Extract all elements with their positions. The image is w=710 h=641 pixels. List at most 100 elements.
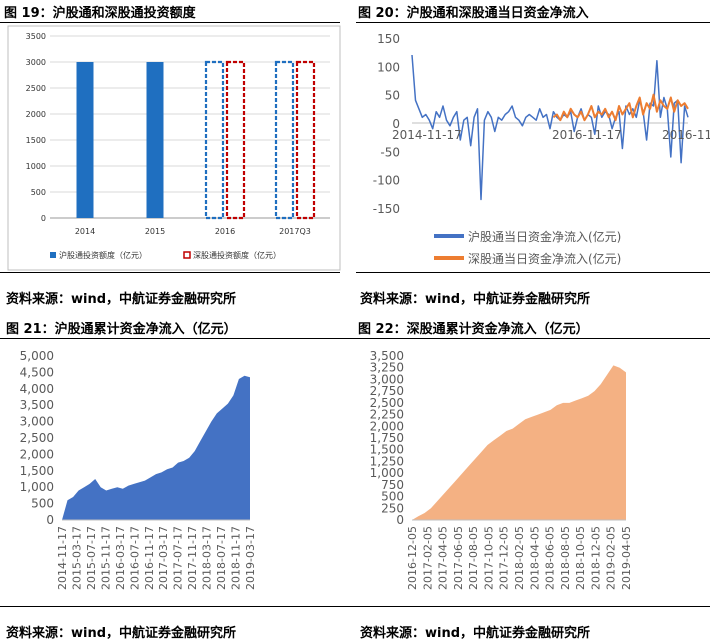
fig20-ytick-label: -50 <box>380 145 400 159</box>
fig21-xtick-label: 2015-11-17 <box>99 526 112 590</box>
fig22-xtick-label: 2018-02-05 <box>513 526 526 590</box>
fig22-xtick-label: 2017-04-05 <box>437 526 450 590</box>
fig21-chart: 0 500 1,000 1,500 2,000 2,500 3,000 3,500 4,000 4… <box>20 349 257 590</box>
fig22-ytick-label: 3,250 <box>370 361 404 375</box>
fig19-bar-sz <box>295 60 316 220</box>
fig21-ytick-label: 3,000 <box>20 415 54 429</box>
fig22-ytick-label: 1,750 <box>370 431 404 445</box>
fig22-ytick-label: 1,000 <box>370 466 404 480</box>
fig19-legend-swatch-sz <box>183 251 191 259</box>
fig20-legend-label-sh: 沪股通当日资金净流入(亿元) <box>468 229 621 244</box>
fig22-xtick-label: 2018-10-05 <box>574 526 587 590</box>
fig22-source: 资料来源：wind，中航证券金融研究所 <box>360 626 591 641</box>
fig22-ytick-label: 2,000 <box>370 419 404 433</box>
fig22-xtick-label: 2016-12-05 <box>406 526 419 590</box>
fig19-legend-label-sz: 深股通投资额度（亿元） <box>193 250 281 260</box>
fig22-ytick-label: 2,250 <box>370 408 404 422</box>
fig19-bar-sh <box>76 62 94 218</box>
fig22-ytick-label: 1,500 <box>370 443 404 457</box>
fig22-bottom-rule <box>356 606 710 607</box>
fig22-xtick-label: 2017-02-05 <box>421 526 434 590</box>
fig21-xtick-label: 2017-03-17 <box>157 526 170 590</box>
fig19-ytick-label: 2000 <box>26 110 46 119</box>
fig19-chart: 0 500 1000 1500 2000 2500 3000 3500 2014 2015 2016… <box>7 25 341 271</box>
fig19-ytick-label: 2500 <box>26 84 46 93</box>
fig21-xtick-label: 2015-03-17 <box>70 526 83 590</box>
fig21-ytick-label: 500 <box>31 497 54 511</box>
fig19-ytick-label: 1500 <box>26 136 46 145</box>
fig22-xtick-label: 2018-06-05 <box>544 526 557 590</box>
fig22-xtick-label: 2018-04-05 <box>528 526 541 590</box>
fig21-xtick-label: 2018-07-17 <box>215 526 228 590</box>
fig21-source: 资料来源：wind，中航证券金融研究所 <box>6 626 237 641</box>
fig22-ytick-label: 0 <box>396 513 404 527</box>
fig20-bottom-rule <box>356 272 710 273</box>
fig21-bottom-rule <box>0 606 356 607</box>
fig22-area <box>412 365 626 520</box>
fig21-xtick-label: 2017-11-17 <box>186 526 199 590</box>
fig21-ytick-label: 2,500 <box>20 431 54 445</box>
fig19-bar-sh <box>146 62 164 218</box>
fig20-xtick-label: 2016-11-17 <box>552 128 622 142</box>
fig20-ytick-label: 100 <box>377 60 400 74</box>
fig19-title-rule <box>0 22 340 23</box>
fig19-ytick-label: 500 <box>31 188 46 197</box>
fig21-ytick-label: 4,000 <box>20 382 54 396</box>
fig19-bottom-rule <box>0 272 340 273</box>
fig22-xtick-label: 2018-12-05 <box>589 526 602 590</box>
fig21-title-rule <box>0 338 356 339</box>
fig22-xtick-label: 2018-08-05 <box>559 526 572 590</box>
fig20-ytick-label: 0 <box>392 117 400 131</box>
fig22-ytick-label: 1,250 <box>370 454 404 468</box>
fig22-xtick-label: 2019-02-05 <box>605 526 618 590</box>
fig21-ytick-label: 3,500 <box>20 398 54 412</box>
fig19-plot-frame <box>7 25 341 271</box>
fig20-ytick-label: -100 <box>373 174 400 188</box>
fig22-xtick-label: 2017-06-05 <box>452 526 465 590</box>
fig22-ytick-label: 2,500 <box>370 396 404 410</box>
fig20-xtick-label: 2014-11-17 <box>392 128 462 142</box>
fig21-title: 图 21：沪股通累计资金净流入（亿元） <box>6 322 237 337</box>
fig19-ytick-label: 1000 <box>26 162 46 171</box>
fig22-xtick-label: 2017-08-05 <box>467 526 480 590</box>
fig22-title: 图 22：深股通累计资金净流入（亿元） <box>358 322 589 337</box>
fig22-xtick-label: 2017-12-05 <box>498 526 511 590</box>
fig21-xtick-label: 2016-03-17 <box>114 526 127 590</box>
fig21-area <box>62 375 250 520</box>
fig19-ytick-label: 0 <box>41 214 46 223</box>
fig21-xtick-label: 2016-11-17 <box>143 526 156 590</box>
fig22-ytick-label: 500 <box>381 490 404 504</box>
fig20-legend-label-sz: 深股通当日资金净流入(亿元) <box>468 251 621 266</box>
fig22-xtick-label: 2017-10-05 <box>482 526 495 590</box>
fig21-xtick-label: 2018-03-17 <box>201 526 214 590</box>
fig22-ytick-label: 3,000 <box>370 372 404 386</box>
fig19-source: 资料来源：wind，中航证券金融研究所 <box>6 292 237 307</box>
fig19-bar-sh <box>204 60 225 220</box>
fig19-xtick-label: 2015 <box>145 227 165 236</box>
fig22-ytick-label: 750 <box>381 478 404 492</box>
fig19-ytick-label: 3500 <box>26 32 46 41</box>
fig20-chart: 150 100 50 0 -50 -100 -150 2014-11-17 2016-11-17… <box>373 32 710 266</box>
fig19-xtick-label: 2016 <box>215 227 235 236</box>
fig20-source: 资料来源：wind，中航证券金融研究所 <box>360 292 591 307</box>
fig21-ytick-label: 1,000 <box>20 480 54 494</box>
fig22-ytick-label: 250 <box>381 501 404 515</box>
fig22-title-rule <box>356 338 710 339</box>
fig19-legend-label-sh: 沪股通投资额度（亿元） <box>59 250 147 260</box>
fig19-bar-sz <box>225 60 246 220</box>
fig20-ytick-label: 50 <box>385 89 400 103</box>
fig20-xtick-label: 2016-11-17 <box>662 128 710 142</box>
fig21-ytick-label: 1,500 <box>20 464 54 478</box>
fig22-xtick-label: 2019-04-05 <box>620 526 633 590</box>
fig19-legend-swatch-sh <box>50 252 56 258</box>
fig20-title: 图 20：沪股通和深股通当日资金净流入 <box>358 6 589 21</box>
fig21-ytick-label: 0 <box>46 513 54 527</box>
fig21-xtick-label: 2015-07-17 <box>85 526 98 590</box>
fig22-chart: 02505007501,0001,2501,5001,7502,0002,250… <box>370 349 633 590</box>
fig21-xtick-label: 2019-03-17 <box>244 526 257 590</box>
fig20-ytick-label: 150 <box>377 32 400 46</box>
fig21-xtick-label: 2017-07-17 <box>172 526 185 590</box>
fig21-ytick-label: 4,500 <box>20 365 54 379</box>
fig22-ytick-label: 2,750 <box>370 384 404 398</box>
fig21-ytick-label: 5,000 <box>20 349 54 363</box>
